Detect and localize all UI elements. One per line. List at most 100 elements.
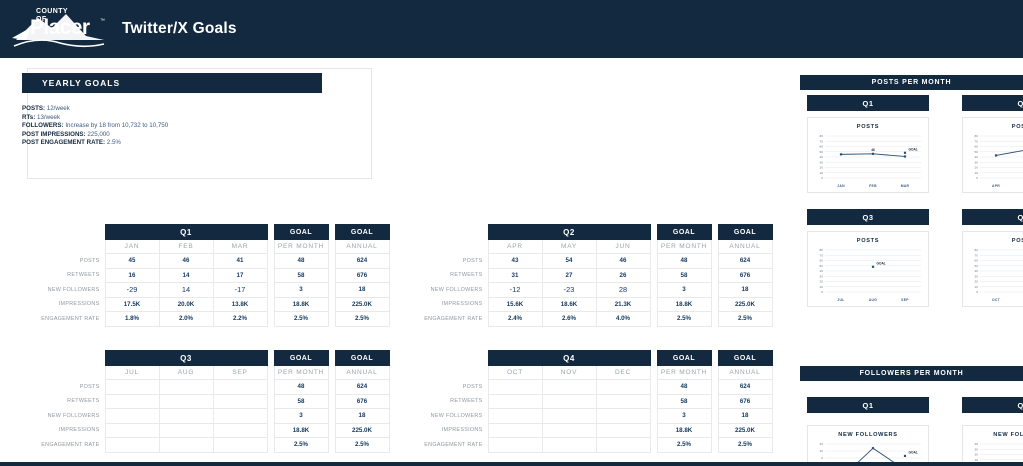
table-cell[interactable]: 17 [212,267,268,283]
table-cell[interactable]: 14 [158,267,214,283]
table-row: IMPRESSIONS 18.8K 225.0K [410,422,773,438]
chart-title: NEW FOLLOWERS [838,432,898,438]
table-cell[interactable]: 31 [487,267,543,283]
chart-card-followers-q2[interactable]: NEW FOLLOWERS403020100-10-20-30-40APRMAY… [962,425,1023,466]
goal-annual-cell: 2.5% [334,437,390,453]
table-cell[interactable]: 46 [158,253,214,269]
table-cell[interactable]: 14 [158,282,214,298]
table-cell[interactable] [158,393,214,409]
chart-card-posts-q4[interactable]: POSTS01020304050607080OCTNOVDECGOAL [962,231,1023,307]
chart-card-posts-q1[interactable]: POSTS 0 10 20 30 40 50 60 70 80 JAN FEB MAR 46 GOAL [807,117,929,193]
table-cell[interactable]: 16 [104,267,160,283]
table-cell[interactable]: 27 [541,267,597,283]
table-cell[interactable]: 13.8K [212,296,268,312]
table-cell[interactable]: 26 [595,267,651,283]
table-cell[interactable] [595,437,651,453]
table-cell[interactable]: 54 [541,253,597,269]
table-cell[interactable]: 15.6K [487,296,543,312]
table-cell[interactable] [104,379,160,395]
table-cell[interactable] [212,422,268,438]
column-spacer [267,253,274,268]
column-spacer [267,268,274,283]
goal-annual-cell: 624 [334,253,390,269]
table-cell[interactable] [541,422,597,438]
table-cell[interactable] [104,437,160,453]
table-cell[interactable]: 4.0% [595,311,651,327]
table-cell[interactable]: 45 [104,253,160,269]
table-cell[interactable] [212,379,268,395]
table-cell[interactable] [595,408,651,424]
posts-q3-title: Q3 [807,209,929,225]
column-spacer [328,350,335,366]
data-point-marker [839,153,843,156]
table-cell[interactable]: 21.3K [595,296,651,312]
column-spacer [711,297,718,312]
table-cell[interactable] [158,422,214,438]
table-cell[interactable]: 2.0% [158,311,214,327]
goal-annual-cell: 2.5% [334,311,390,327]
table-cell[interactable] [487,393,543,409]
table-cell[interactable] [541,437,597,453]
column-spacer [650,239,657,254]
table-cell[interactable]: 18.6K [541,296,597,312]
column-spacer [328,437,335,452]
month-header: MAR [212,239,268,254]
table-cell[interactable]: 17.5K [104,296,160,312]
table-cell[interactable]: 2.4% [487,311,543,327]
table-cell[interactable]: -17 [212,282,268,298]
table-cell[interactable] [104,422,160,438]
table-cell[interactable] [158,379,214,395]
goal-label: GOAL [909,450,918,454]
table-cell[interactable]: 43 [487,253,543,269]
table-cell[interactable]: 1.8% [104,311,160,327]
x-axis-tick: AUG [869,298,877,302]
table-cell[interactable] [104,408,160,424]
chart-card-posts-q2[interactable]: POSTS01020304050607080APRMAYJUN54GOAL [962,117,1023,193]
placer-county-logo: COUNTY OF Placer ™ [8,6,108,52]
table-cell[interactable] [212,437,268,453]
table-cell[interactable]: -12 [487,282,543,298]
yearly-goal-line: RTs: 13/week [22,114,332,123]
chart-card-followers-q1[interactable]: NEW FOLLOWERS20100-10-20-30-40JANFEBMARG… [807,425,929,466]
table-cell[interactable] [541,408,597,424]
x-axis-tick: JAN [837,184,845,188]
table-cell[interactable] [595,393,651,409]
table-cell[interactable]: 20.0K [158,296,214,312]
table-cell[interactable]: -23 [541,282,597,298]
table-cell[interactable] [104,393,160,409]
table-cell[interactable] [487,437,543,453]
table-cell[interactable] [595,422,651,438]
chart-card-posts-q3[interactable]: POSTS 0 10 20 30 40 50 60 70 80 JUL AUG SEP GOAL [807,231,929,307]
table-cell[interactable] [595,379,651,395]
column-spacer [267,423,274,438]
table-header-row: Q3 GOAL GOAL [27,350,390,366]
table-cell[interactable] [212,408,268,424]
column-spacer [328,297,335,312]
logo-county-text: COUNTY OF [36,8,68,23]
quarter-table-q2: Q2 GOAL GOAL APR MAY JUN PER MONTH ANNUAL POSTS 4… [410,224,773,327]
table-cell[interactable]: 41 [212,253,268,269]
column-spacer [711,408,718,423]
column-spacer [328,394,335,409]
row-label: NEW FOLLOWERS [410,408,488,423]
table-cell[interactable] [212,393,268,409]
table-cell[interactable] [487,408,543,424]
goal-annual-header: GOAL [717,224,773,240]
table-cell[interactable] [541,379,597,395]
y-axis-tick: 40 [975,155,979,159]
posts-per-month-section-title: POSTS PER MONTH [800,75,1023,90]
table-cell[interactable] [487,422,543,438]
table-cell[interactable] [541,393,597,409]
table-cell[interactable]: 2.6% [541,311,597,327]
table-cell[interactable]: 2.2% [212,311,268,327]
table-cell[interactable]: 46 [595,253,651,269]
table-cell[interactable] [158,437,214,453]
row-label: RETWEETS [27,268,105,283]
table-cell[interactable]: 28 [595,282,651,298]
goal-annual-cell: 2.5% [717,311,773,327]
table-cell[interactable] [158,408,214,424]
table-cell[interactable] [487,379,543,395]
table-cell[interactable]: -29 [104,282,160,298]
y-axis-tick: 20 [820,442,824,446]
y-axis-tick: 50 [975,150,979,154]
